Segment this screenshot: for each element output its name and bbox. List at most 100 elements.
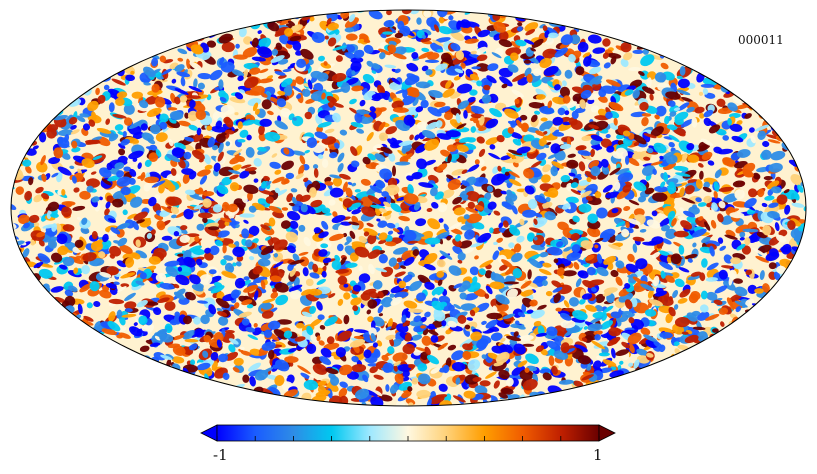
noise-blob bbox=[519, 114, 528, 121]
noise-blob bbox=[595, 293, 605, 304]
colorbar-min-arrow bbox=[200, 424, 218, 442]
noise-blob bbox=[76, 115, 86, 123]
noise-blob bbox=[500, 166, 506, 173]
noise-blob bbox=[493, 380, 500, 389]
noise-blob bbox=[376, 340, 383, 347]
noise-blob bbox=[439, 250, 453, 260]
noise-blob bbox=[479, 380, 491, 387]
noise-blob bbox=[508, 242, 515, 249]
noise-layer bbox=[11, 10, 806, 406]
noise-blob bbox=[321, 158, 329, 168]
noise-blob bbox=[466, 317, 474, 321]
noise-blob bbox=[633, 208, 645, 217]
noise-blob bbox=[177, 48, 188, 55]
noise-blob bbox=[366, 131, 374, 142]
noise-blob bbox=[40, 213, 48, 222]
noise-blob bbox=[476, 63, 490, 72]
noise-blob bbox=[578, 203, 592, 213]
noise-blob bbox=[457, 251, 466, 261]
noise-blob bbox=[716, 98, 726, 107]
noise-blob bbox=[73, 187, 80, 193]
noise-blob bbox=[209, 269, 217, 275]
noise-blob bbox=[217, 219, 227, 229]
noise-blob bbox=[513, 243, 522, 253]
noise-blob bbox=[511, 205, 518, 215]
noise-blob bbox=[564, 69, 573, 79]
noise-blob bbox=[259, 118, 272, 127]
noise-blob bbox=[146, 232, 152, 239]
noise-blob bbox=[310, 70, 323, 79]
noise-blob bbox=[628, 66, 641, 72]
noise-blob bbox=[247, 362, 262, 372]
noise-blob bbox=[389, 27, 396, 34]
noise-blob bbox=[434, 37, 451, 43]
noise-blob bbox=[51, 252, 63, 263]
noise-blob bbox=[122, 131, 127, 138]
noise-blob bbox=[392, 165, 396, 177]
noise-blob bbox=[368, 10, 383, 20]
noise-blob bbox=[366, 60, 374, 67]
noise-blob bbox=[402, 343, 415, 355]
noise-blob bbox=[350, 121, 364, 128]
colorbar-max-arrow bbox=[598, 424, 616, 442]
noise-blob bbox=[238, 27, 247, 38]
noise-blob bbox=[476, 136, 485, 144]
noise-blob bbox=[488, 152, 501, 160]
noise-blob bbox=[178, 120, 191, 127]
noise-blob bbox=[517, 22, 523, 27]
noise-blob bbox=[453, 304, 462, 310]
noise-blob bbox=[511, 73, 527, 82]
noise-blob bbox=[565, 196, 579, 204]
noise-blob bbox=[698, 91, 704, 96]
noise-blob bbox=[457, 259, 463, 264]
noise-blob bbox=[492, 166, 499, 174]
noise-blob bbox=[594, 191, 602, 199]
noise-blob bbox=[143, 182, 151, 192]
noise-blob bbox=[718, 200, 726, 209]
noise-blob bbox=[118, 143, 126, 149]
noise-blob bbox=[351, 209, 362, 215]
noise-blob bbox=[368, 263, 375, 275]
noise-blob bbox=[384, 64, 397, 69]
noise-blob bbox=[373, 348, 381, 358]
noise-blob bbox=[685, 280, 691, 284]
noise-blob bbox=[641, 116, 649, 127]
noise-blob bbox=[417, 363, 428, 372]
noise-blob bbox=[415, 347, 428, 352]
noise-blob bbox=[769, 277, 775, 288]
noise-blob bbox=[53, 296, 66, 303]
noise-blob bbox=[246, 134, 252, 141]
noise-blob bbox=[503, 281, 520, 285]
noise-blob bbox=[110, 227, 121, 235]
noise-blob bbox=[483, 84, 491, 91]
noise-blob bbox=[275, 341, 286, 348]
noise-blob bbox=[120, 283, 130, 288]
noise-blob bbox=[539, 120, 553, 132]
noise-blob bbox=[197, 300, 208, 304]
noise-blob bbox=[228, 344, 236, 353]
noise-blob bbox=[714, 285, 728, 294]
noise-blob bbox=[584, 170, 597, 180]
noise-blob bbox=[481, 320, 487, 325]
noise-blob bbox=[523, 134, 535, 143]
noise-blob bbox=[208, 226, 220, 231]
noise-blob bbox=[778, 229, 788, 237]
noise-blob bbox=[79, 190, 91, 200]
noise-blob bbox=[627, 253, 635, 263]
noise-blob bbox=[86, 178, 100, 188]
noise-blob bbox=[639, 228, 647, 233]
noise-blob bbox=[335, 55, 343, 62]
noise-blob bbox=[193, 78, 198, 88]
noise-blob bbox=[186, 205, 199, 211]
noise-blob bbox=[246, 304, 254, 309]
noise-blob bbox=[375, 267, 388, 273]
noise-blob bbox=[577, 41, 589, 53]
noise-blob bbox=[239, 170, 250, 179]
noise-blob bbox=[536, 304, 547, 310]
noise-blob bbox=[790, 174, 804, 186]
noise-blob bbox=[539, 251, 549, 258]
noise-blob bbox=[768, 262, 777, 270]
noise-blob bbox=[285, 172, 295, 180]
noise-blob bbox=[642, 86, 655, 95]
colorbar-max-label: 1 bbox=[593, 446, 603, 464]
